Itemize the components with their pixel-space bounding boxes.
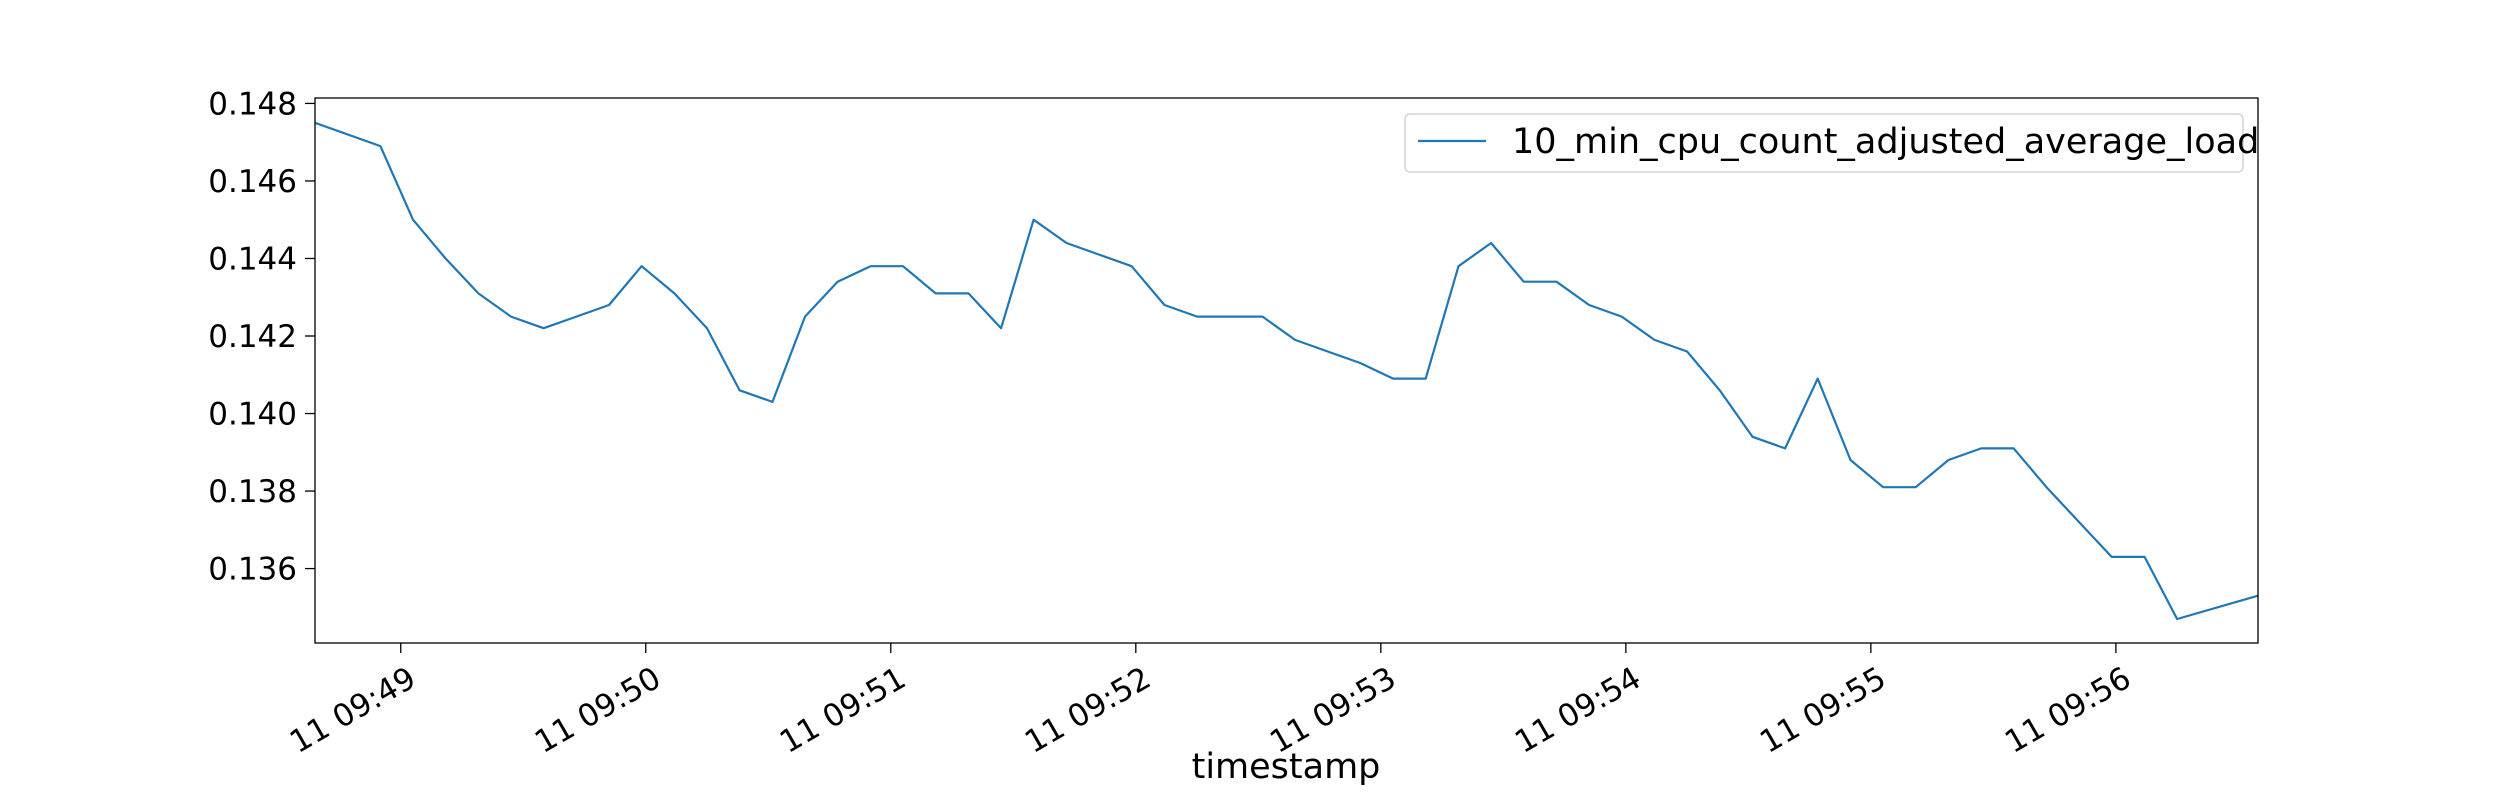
legend-label: 10_min_cpu_count_adjusted_average_load — [1512, 122, 2259, 162]
y-axis: 0.136 0.138 0.140 0.142 0.144 0.146 0.148 — [208, 86, 315, 588]
plot-frame — [314, 97, 2259, 644]
y-tick-label: 0.140 — [208, 397, 297, 433]
y-tick-label: 0.138 — [208, 474, 297, 510]
legend: 10_min_cpu_count_adjusted_average_load — [1404, 113, 2259, 173]
x-tick-label: 11 09:49 — [284, 660, 422, 760]
y-tick-label: 0.148 — [208, 86, 297, 122]
series-line-10-min-cpu-load — [314, 121, 2259, 621]
y-tick-label: 0.144 — [208, 241, 297, 277]
y-tick-label: 0.142 — [208, 319, 297, 355]
x-tick-label: 11 09:52 — [1019, 660, 1157, 760]
x-tick-label: 11 09:54 — [1509, 660, 1647, 760]
y-tick-label: 0.136 — [208, 552, 297, 588]
x-tick-label: 11 09:50 — [529, 660, 667, 760]
x-tick-label: 11 09:55 — [1754, 660, 1892, 760]
x-tick-label: 11 09:56 — [1999, 660, 2137, 760]
x-tick-label: 11 09:53 — [1264, 660, 1402, 760]
legend-box — [1404, 113, 2244, 173]
y-tick-label: 0.146 — [208, 164, 297, 200]
x-axis: 11 09:49 11 09:50 11 09:51 11 09:52 11 09:53… — [284, 643, 2137, 761]
x-tick-label: 11 09:51 — [774, 660, 912, 760]
x-axis-title: timestamp — [1192, 747, 1381, 787]
